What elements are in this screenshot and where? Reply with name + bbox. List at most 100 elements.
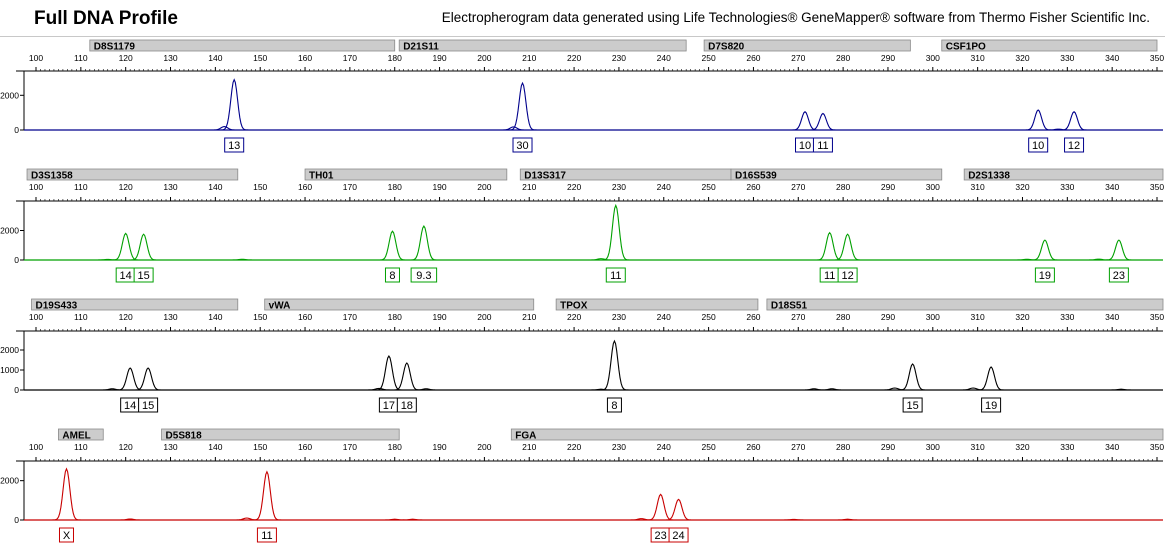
x-tick-label: 250	[702, 442, 716, 452]
x-tick-label: 320	[1015, 53, 1029, 63]
allele-call-box	[605, 267, 626, 283]
x-tick-label: 350	[1150, 53, 1164, 63]
report-header: Full DNA Profile Electropherogram data g…	[0, 0, 1165, 38]
allele-call-label: 30	[516, 140, 528, 152]
x-tick-label: 320	[1015, 312, 1029, 322]
allele-call-box	[668, 527, 689, 543]
peak	[219, 517, 274, 521]
allele-call-label: 10	[799, 140, 811, 152]
allele-call-label: 15	[142, 400, 154, 412]
peak	[361, 354, 416, 391]
x-tick-label: 170	[343, 312, 357, 322]
x-tick-label: 140	[208, 53, 222, 63]
peak	[778, 111, 832, 131]
peak	[1000, 258, 1054, 261]
x-tick-label: 330	[1060, 182, 1074, 192]
x-tick-label: 340	[1105, 442, 1119, 452]
marker-label: D3S1358	[31, 171, 73, 182]
x-tick-label: 190	[432, 442, 446, 452]
marker-label: D18S51	[771, 301, 808, 312]
x-tick-label: 310	[971, 442, 985, 452]
marker-label: D16S539	[735, 171, 777, 182]
allele-call-label: 15	[906, 400, 918, 412]
x-tick-label: 180	[388, 53, 402, 63]
x-tick-label: 260	[746, 442, 760, 452]
x-tick-label: 210	[522, 312, 536, 322]
peak	[1047, 111, 1101, 131]
marker-box	[264, 298, 535, 311]
x-tick-label: 220	[567, 442, 581, 452]
x-tick-label: 270	[791, 182, 805, 192]
marker-label: CSF1PO	[946, 42, 986, 53]
y-tick-label: 0	[14, 515, 19, 525]
x-tick-label: 110	[74, 312, 88, 322]
x-tick-label: 330	[1060, 442, 1074, 452]
allele-call-box	[58, 527, 74, 543]
x-tick-label: 280	[836, 442, 850, 452]
x-tick-label: 340	[1105, 182, 1119, 192]
peak	[796, 112, 850, 131]
peak	[39, 467, 94, 521]
allele-call-label: 13	[228, 140, 240, 152]
allele-call-box	[384, 267, 400, 283]
x-tick-label: 140	[208, 442, 222, 452]
peak	[385, 518, 440, 521]
x-tick-label: 190	[432, 53, 446, 63]
x-tick-label: 230	[612, 182, 626, 192]
marker-label: TH01	[309, 171, 334, 182]
peak	[574, 258, 628, 261]
marker-label: TPOX	[560, 301, 588, 312]
x-tick-label: 180	[388, 182, 402, 192]
x-tick-label: 320	[1015, 442, 1029, 452]
peak	[396, 225, 451, 261]
x-tick-label: 110	[74, 182, 88, 192]
marker-box	[398, 39, 687, 52]
page-subtitle: Electropherogram data generated using Li…	[441, 10, 1150, 25]
allele-call-box	[396, 397, 417, 413]
marker-box	[510, 428, 1164, 441]
allele-call-label: 12	[1068, 140, 1080, 152]
allele-call-box	[512, 137, 533, 153]
allele-call-box	[256, 527, 277, 543]
peak	[805, 388, 859, 391]
allele-call-label: 23	[1113, 270, 1125, 282]
marker-box	[730, 168, 943, 181]
x-tick-label: 120	[119, 442, 133, 452]
x-tick-label: 200	[477, 182, 491, 192]
peak	[1071, 258, 1126, 261]
marker-label: D19S433	[36, 301, 78, 312]
peak	[495, 81, 550, 131]
peak	[197, 125, 252, 131]
peak	[1031, 128, 1086, 131]
x-tick-label: 100	[29, 182, 43, 192]
peak	[1011, 109, 1066, 131]
marker-box	[89, 39, 396, 52]
allele-call-label: 14	[120, 270, 132, 282]
x-tick-label: 230	[612, 53, 626, 63]
x-tick-label: 180	[388, 442, 402, 452]
peak	[587, 339, 642, 391]
peak	[215, 258, 270, 261]
x-tick-label: 200	[477, 53, 491, 63]
peak	[240, 470, 294, 521]
peak	[588, 203, 643, 261]
x-tick-label: 230	[612, 442, 626, 452]
peak	[1094, 388, 1149, 391]
marker-label: D8S1179	[94, 42, 136, 53]
x-tick-label: 240	[657, 53, 671, 63]
peak	[98, 232, 153, 261]
allele-call-label: 8	[389, 270, 395, 282]
marker-box	[161, 428, 400, 441]
x-tick-label: 320	[1015, 182, 1029, 192]
x-tick-label: 160	[298, 182, 312, 192]
x-tick-label: 350	[1150, 312, 1164, 322]
peak	[121, 367, 175, 391]
x-tick-label: 290	[881, 182, 895, 192]
x-tick-label: 230	[612, 312, 626, 322]
allele-call-label: X	[63, 530, 71, 542]
allele-call-label: 9.3	[416, 270, 431, 282]
